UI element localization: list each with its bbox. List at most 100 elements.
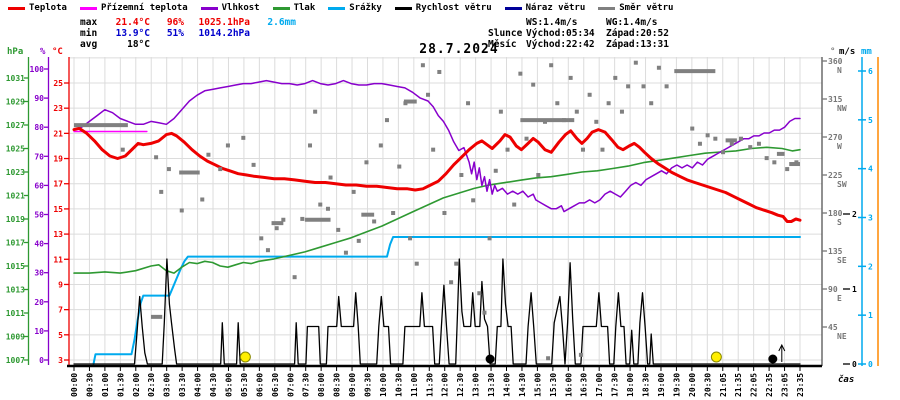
- wind-dir-point: [606, 101, 611, 106]
- axis-label: 7: [58, 306, 63, 315]
- axis-label: 3: [58, 356, 63, 365]
- sun-label: Slunce: [488, 28, 523, 39]
- wind-dir-point: [482, 310, 487, 315]
- wind-dir-point: [549, 63, 554, 68]
- wind-dir-point: [420, 63, 425, 68]
- wind-dir-point: [274, 226, 279, 231]
- wind-dir-point: [505, 147, 510, 152]
- axis-label: 1031: [6, 74, 25, 83]
- wind-dir-point: [633, 60, 638, 65]
- legend: Teplota Přízemní teplota Vlhkost Tlak Srážky…: [8, 3, 673, 13]
- x-tick-label: 20:00: [688, 373, 697, 397]
- legend-item-5: Rychlost větru: [394, 3, 492, 13]
- x-tick-label: 03:30: [178, 373, 187, 397]
- wind-dir-point: [241, 135, 246, 140]
- x-tick-label: 19:00: [657, 373, 666, 397]
- wind-gust-max: WG:1.4m/s: [606, 17, 658, 28]
- wind-dir-point: [437, 69, 442, 74]
- axis-label: SE: [837, 256, 847, 265]
- x-tick-label: 13:00: [472, 373, 481, 397]
- stats-avg-label: avg: [80, 39, 98, 50]
- axis-label: 0: [39, 356, 44, 365]
- stats-avg-temp: 18°C: [127, 39, 150, 50]
- axis-label: 10: [34, 327, 44, 336]
- axis-label: 40: [34, 240, 44, 249]
- x-tick-label: 16:30: [580, 373, 589, 397]
- wind-dir-point: [524, 136, 529, 141]
- wind-dir-point: [764, 156, 769, 161]
- wind-speed-max: WS:1.4m/s: [526, 17, 578, 28]
- stats-min-pressure: 1014.2hPa: [198, 28, 250, 39]
- x-tick-label: 01:00: [101, 373, 110, 397]
- legend-label: Náraz větru: [525, 3, 586, 13]
- axis-label: 9: [58, 280, 63, 289]
- legend-swatch: [200, 6, 218, 10]
- axis-label: 1021: [6, 192, 25, 201]
- legend-label: Vlhkost: [221, 3, 260, 13]
- legend-swatch: [394, 6, 412, 10]
- wind-dir-point: [218, 167, 223, 172]
- wind-dir-point: [690, 126, 695, 131]
- wind-dir-point: [697, 141, 702, 146]
- wind-dir-point: [408, 236, 413, 241]
- wind-dir-point: [649, 101, 654, 106]
- legend-item-2: Vlhkost: [200, 3, 260, 13]
- x-tick-label: 00:00: [70, 373, 79, 397]
- stats-max-row: max 21.4°C 96% 1025.1hPa 2.6mm: [80, 17, 296, 28]
- wind-dir-point: [328, 175, 333, 180]
- moon-row: Měsíc Východ:22:42 Západ:13:31: [488, 39, 684, 50]
- sun-row: Slunce Východ:05:34 Západ:20:52: [488, 28, 684, 39]
- axis-label: 100: [30, 65, 45, 74]
- stats-left: max 21.4°C 96% 1025.1hPa 2.6mm min 13.9°…: [80, 17, 296, 50]
- legend-item-3: Tlak: [272, 3, 315, 13]
- x-tick-label: 18:00: [626, 373, 635, 397]
- axis-label: 5: [58, 331, 63, 340]
- wind-dir-point: [308, 143, 313, 148]
- wind-dir-point: [154, 155, 159, 160]
- wind-dir-point: [705, 133, 710, 138]
- legend-label: Rychlost větru: [415, 3, 492, 13]
- wind-dir-point: [378, 143, 383, 148]
- axis-label: 360: [828, 57, 843, 66]
- series-tlak: [73, 146, 801, 274]
- wind-dir-point: [656, 65, 661, 70]
- wind-dir-point: [200, 197, 205, 202]
- legend-item-0: Teplota: [8, 3, 67, 13]
- wind-dir-point: [292, 275, 297, 280]
- axis-label: 15: [53, 205, 63, 214]
- x-tick-label: 17:30: [611, 373, 620, 397]
- x-tick-label: 08:30: [333, 373, 342, 397]
- moonset-time: Západ:13:31: [606, 39, 669, 50]
- moonrise-time: Východ:22:42: [526, 39, 595, 50]
- sunset-time: Západ:20:52: [606, 28, 669, 39]
- stats-min-label: min: [80, 28, 98, 39]
- wind-dir-point: [120, 147, 125, 152]
- x-tick-label: 09:30: [363, 373, 372, 397]
- axis-label: 1019: [6, 215, 25, 224]
- wind-dir-point: [318, 202, 323, 207]
- axis-label: 1025: [6, 145, 25, 154]
- x-tick-label: 11:00: [410, 373, 419, 397]
- axis-label: 0: [852, 360, 857, 369]
- axis-label: 1009: [6, 333, 25, 342]
- stats-min-row: min 13.9°C 51% 1014.2hPa: [80, 28, 296, 39]
- axis-label: 315: [828, 95, 843, 104]
- wind-dir-point: [372, 219, 377, 224]
- wind-dir-point: [166, 167, 171, 172]
- wind-dir-point: [454, 261, 459, 266]
- axis-label: 225: [828, 171, 843, 180]
- sunrise-time: Východ:05:34: [526, 28, 595, 39]
- wind-dir-point: [477, 291, 482, 296]
- axis-label: 19: [53, 155, 63, 164]
- axis-label: N: [837, 66, 842, 75]
- axis-label: 17: [53, 180, 63, 189]
- wind-dir-point: [459, 173, 464, 177]
- wind-dir-point: [498, 109, 503, 114]
- axis-label: 1029: [6, 98, 25, 107]
- axis-label: 135: [828, 247, 843, 256]
- x-tick-label: 14:00: [503, 373, 512, 397]
- x-tick-label: 18:30: [642, 373, 651, 397]
- series-teplota: [72, 126, 802, 223]
- axis-label: 30: [34, 269, 44, 278]
